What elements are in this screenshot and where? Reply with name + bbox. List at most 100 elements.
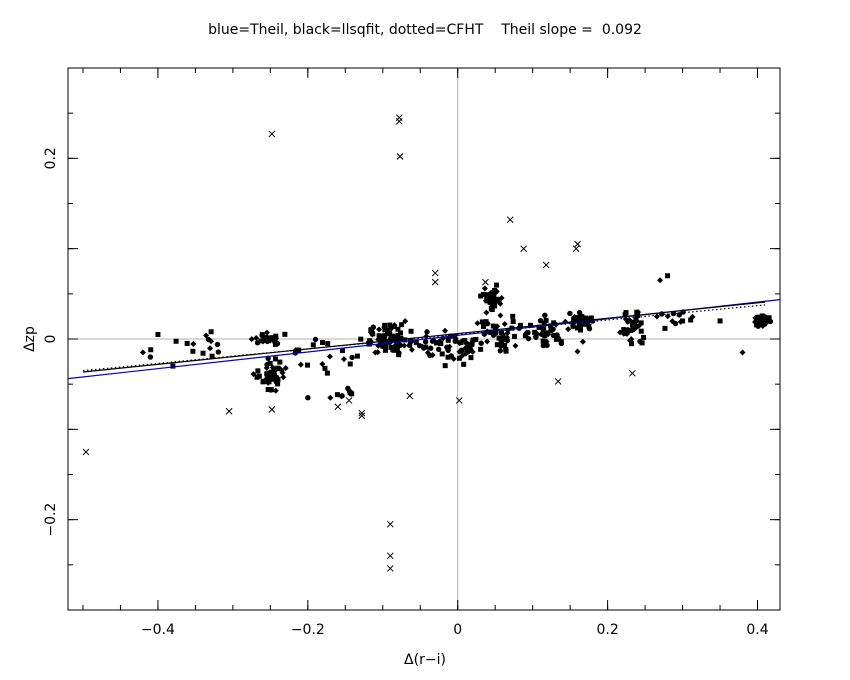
data-point (270, 375, 276, 381)
x-tick-label: −0.2 (291, 622, 325, 638)
data-point (422, 339, 429, 345)
data-point (470, 337, 476, 343)
data-point (634, 309, 640, 315)
data-point (575, 325, 581, 331)
data-point (401, 342, 408, 349)
data-point (396, 350, 402, 356)
data-point (542, 333, 548, 339)
data-point (503, 348, 509, 354)
data-point (170, 363, 176, 369)
data-point (408, 328, 414, 334)
data-point (390, 347, 396, 353)
data-point (395, 332, 401, 338)
data-point (147, 354, 154, 360)
data-point (456, 340, 463, 347)
data-point (215, 349, 222, 355)
data-point (578, 322, 584, 329)
data-point (478, 340, 484, 346)
data-point (490, 323, 496, 329)
data-point (376, 333, 382, 339)
data-point (583, 321, 589, 327)
data-point (525, 335, 532, 342)
data-point (641, 334, 647, 340)
data-point (380, 335, 387, 342)
data-point (574, 348, 581, 355)
data-point (413, 339, 419, 345)
data-point (480, 291, 486, 297)
data-point (479, 319, 485, 325)
data-point (354, 353, 360, 359)
data-point (483, 319, 489, 325)
outlier-point (395, 117, 403, 125)
data-point (500, 337, 506, 343)
data-point (525, 329, 531, 336)
data-point (481, 285, 488, 292)
data-point (492, 303, 498, 309)
data-point (553, 336, 559, 342)
data-point (427, 352, 433, 359)
data-point (565, 326, 572, 333)
data-point (255, 368, 261, 374)
outlier-point (396, 153, 404, 160)
data-point (349, 354, 355, 361)
data-point (408, 346, 415, 353)
data-point (551, 320, 557, 326)
data-point (339, 348, 345, 354)
outlier-point (345, 397, 353, 404)
fit-lines (67, 299, 781, 380)
data-point (548, 323, 554, 329)
data-point (273, 333, 279, 339)
data-point (511, 333, 517, 339)
data-point (190, 341, 197, 348)
data-point (382, 327, 388, 333)
data-point (497, 348, 504, 354)
outlier-point (520, 245, 528, 253)
data-point (358, 336, 364, 342)
data-point (424, 329, 430, 335)
data-point (739, 349, 746, 356)
data-point (214, 341, 221, 348)
data-point (274, 375, 280, 381)
data-point (504, 330, 511, 337)
data-point (267, 360, 273, 366)
data-point (662, 325, 668, 331)
data-point (453, 337, 459, 343)
outlier-point (334, 403, 342, 411)
data-point (266, 379, 272, 385)
data-point (500, 333, 506, 339)
data-point (473, 336, 479, 342)
data-point (588, 315, 594, 321)
data-point (402, 337, 408, 343)
data-point (184, 340, 190, 346)
data-point (427, 345, 434, 351)
data-point (203, 332, 210, 339)
data-point (429, 338, 436, 344)
data-point (459, 352, 466, 359)
data-point (340, 356, 347, 363)
data-point (139, 349, 146, 356)
data-point (672, 320, 679, 327)
y-tick-label: −0.2 (43, 503, 59, 537)
data-point (554, 332, 560, 338)
data-point (510, 319, 516, 325)
outlier-point (225, 407, 233, 415)
data-point (271, 371, 278, 378)
data-point (653, 313, 660, 320)
data-point (310, 342, 316, 348)
data-point (575, 316, 581, 322)
data-point (630, 323, 636, 329)
data-point (272, 387, 279, 394)
data-point (148, 347, 154, 353)
y-axis-label: Δzp (22, 326, 38, 352)
outlier-point (268, 406, 276, 413)
data-point (522, 333, 528, 339)
outlier-point (406, 392, 414, 400)
data-point (387, 322, 393, 328)
data-point (324, 370, 330, 376)
data-point (326, 353, 333, 360)
data-point (462, 338, 468, 344)
data-point (263, 329, 270, 336)
data-point (493, 288, 500, 295)
outlier-point (482, 278, 489, 286)
outlier-point (572, 245, 580, 253)
